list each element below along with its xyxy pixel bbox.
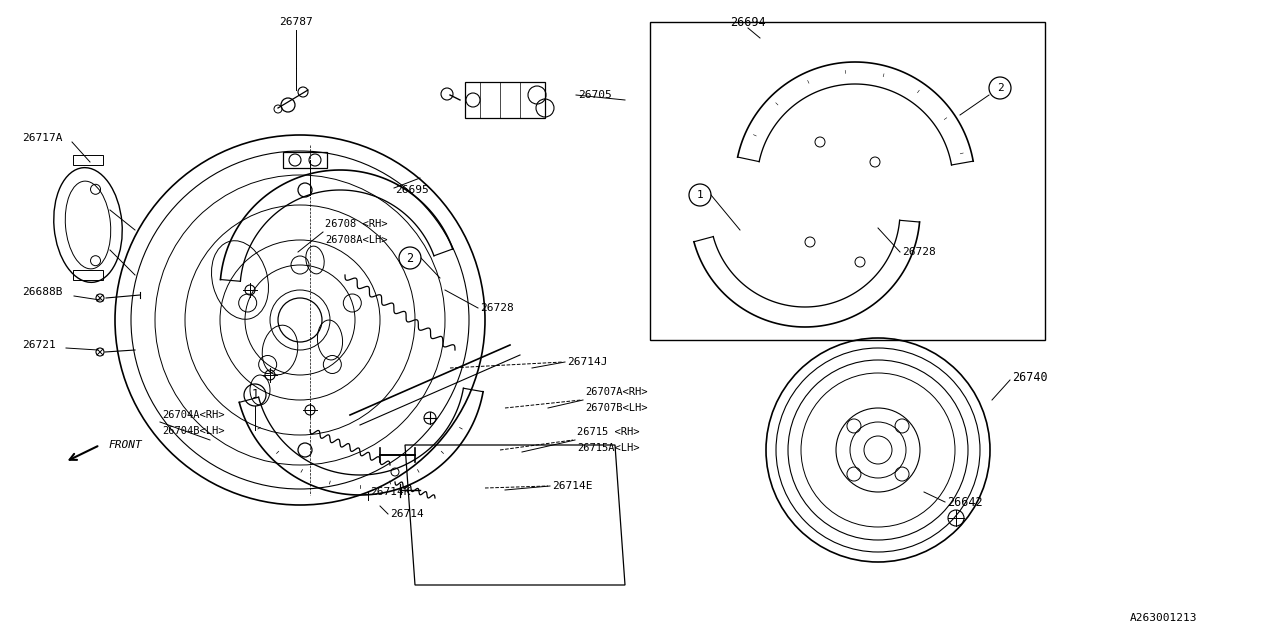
Text: A263001213: A263001213	[1130, 613, 1198, 623]
Text: 26707A<RH>: 26707A<RH>	[585, 387, 648, 397]
Circle shape	[466, 93, 480, 107]
Text: 26715 <RH>: 26715 <RH>	[577, 427, 640, 437]
Text: 26704B<LH>: 26704B<LH>	[163, 426, 224, 436]
Text: 26787: 26787	[279, 17, 312, 27]
Text: 26694: 26694	[730, 15, 765, 29]
Text: 26714J: 26714J	[567, 357, 608, 367]
Text: 1: 1	[696, 190, 704, 200]
Text: 26695: 26695	[396, 185, 429, 195]
Text: 2: 2	[407, 252, 413, 264]
Text: 1: 1	[251, 388, 259, 401]
Text: 26728: 26728	[480, 303, 513, 313]
Text: 26714E: 26714E	[552, 481, 593, 491]
Text: 26704A<RH>: 26704A<RH>	[163, 410, 224, 420]
Bar	[73, 155, 102, 165]
Text: 26705: 26705	[579, 90, 612, 100]
Text: 26707B<LH>: 26707B<LH>	[585, 403, 648, 413]
Bar	[73, 270, 102, 280]
Text: 26642: 26642	[947, 495, 983, 509]
Text: 26714K: 26714K	[370, 487, 411, 497]
Text: 26688B: 26688B	[22, 287, 63, 297]
Text: 26721: 26721	[22, 340, 56, 350]
Text: 26717A: 26717A	[22, 133, 63, 143]
Text: 26708A<LH>: 26708A<LH>	[325, 235, 388, 245]
Text: 26740: 26740	[1012, 371, 1047, 383]
Text: 26728: 26728	[902, 247, 936, 257]
Text: 2: 2	[997, 83, 1004, 93]
Bar	[283, 152, 326, 168]
Text: FRONT: FRONT	[108, 440, 142, 450]
Text: 26708 <RH>: 26708 <RH>	[325, 219, 388, 229]
Text: 26715A<LH>: 26715A<LH>	[577, 443, 640, 453]
Text: 26714: 26714	[390, 509, 424, 519]
Bar	[650, 22, 1044, 340]
Bar	[465, 82, 545, 118]
